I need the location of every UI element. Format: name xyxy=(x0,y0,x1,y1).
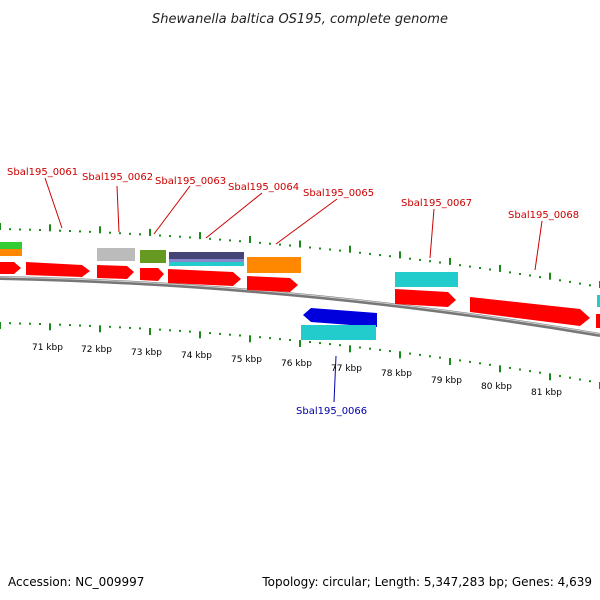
gene-block-orange[interactable] xyxy=(0,249,22,256)
cds-arrow[interactable] xyxy=(0,262,21,274)
scale-label: 73 kbp xyxy=(131,348,162,358)
cds-arrow[interactable] xyxy=(168,269,241,286)
feature-track-lower xyxy=(301,308,377,340)
gene-block-cyan-reverse[interactable] xyxy=(301,325,376,340)
gene-block-navy-stripe[interactable] xyxy=(169,259,244,262)
cds-arrow[interactable] xyxy=(596,314,600,328)
scale-label: 75 kbp xyxy=(231,355,262,365)
gene-label[interactable]: Sbal195_0062 xyxy=(82,172,153,183)
gene-block-cyan[interactable] xyxy=(395,272,458,287)
genome-summary-text: Topology: circular; Length: 5,347,283 bp… xyxy=(261,575,592,589)
gene-block-cyan-small[interactable] xyxy=(169,262,244,266)
gene-label[interactable]: Sbal195_0067 xyxy=(401,198,472,209)
scale-label: 71 kbp xyxy=(32,343,63,353)
scale-labels: 71 kbp 72 kbp 73 kbp 74 kbp 75 kbp 76 kb… xyxy=(32,343,562,398)
leader-line xyxy=(153,185,191,235)
gene-block-navy[interactable] xyxy=(169,252,244,259)
feature-track-upper xyxy=(0,242,600,307)
cds-arrow-reverse[interactable] xyxy=(303,308,377,327)
cds-track xyxy=(0,262,600,328)
leader-line xyxy=(44,177,63,229)
gene-block-olive[interactable] xyxy=(140,250,166,263)
gene-labels: Sbal195_0061 Sbal195_0062 Sbal195_0063 S… xyxy=(7,167,579,417)
scale-label: 80 kbp xyxy=(481,382,512,392)
gene-label[interactable]: Sbal195_0066 xyxy=(296,406,367,417)
scale-label: 74 kbp xyxy=(181,351,212,361)
gene-block-gray[interactable] xyxy=(97,248,135,261)
accession-text: Accession: NC_009997 xyxy=(8,575,144,589)
cds-arrow[interactable] xyxy=(97,265,134,279)
gene-label[interactable]: Sbal195_0068 xyxy=(508,210,579,221)
scale-label: 81 kbp xyxy=(531,388,562,398)
inner-tick-ring xyxy=(0,322,600,389)
gene-label[interactable]: Sbal195_0065 xyxy=(303,188,374,199)
label-leaders xyxy=(44,177,543,403)
gene-label[interactable]: Sbal195_0064 xyxy=(228,182,299,193)
leader-line xyxy=(429,208,435,259)
gene-label[interactable]: Sbal195_0063 xyxy=(155,176,226,187)
leader-line xyxy=(116,185,120,233)
leader-line xyxy=(534,220,543,271)
gene-block-orange-2[interactable] xyxy=(247,257,301,273)
cds-arrow[interactable] xyxy=(247,276,298,292)
scale-label: 76 kbp xyxy=(281,359,312,369)
cds-arrow[interactable] xyxy=(26,262,90,277)
cds-arrow[interactable] xyxy=(470,297,590,326)
outer-tick-ring xyxy=(0,223,600,288)
leader-line xyxy=(275,198,338,245)
gene-label[interactable]: Sbal195_0061 xyxy=(7,167,78,178)
cds-arrow[interactable] xyxy=(395,289,456,307)
genome-backbone-highlight xyxy=(0,276,600,335)
gene-block-green[interactable] xyxy=(0,242,22,249)
scale-label: 79 kbp xyxy=(431,376,462,386)
gene-block-cyan-edge[interactable] xyxy=(597,295,600,307)
map-title: Shewanella baltica OS195, complete genom… xyxy=(152,12,448,27)
genome-backbone xyxy=(0,276,600,337)
scale-label: 72 kbp xyxy=(81,345,112,355)
leader-line xyxy=(333,355,337,403)
scale-label: 77 kbp xyxy=(331,364,362,374)
leader-line xyxy=(205,192,263,239)
cds-arrow[interactable] xyxy=(140,268,164,281)
scale-label: 78 kbp xyxy=(381,369,412,379)
